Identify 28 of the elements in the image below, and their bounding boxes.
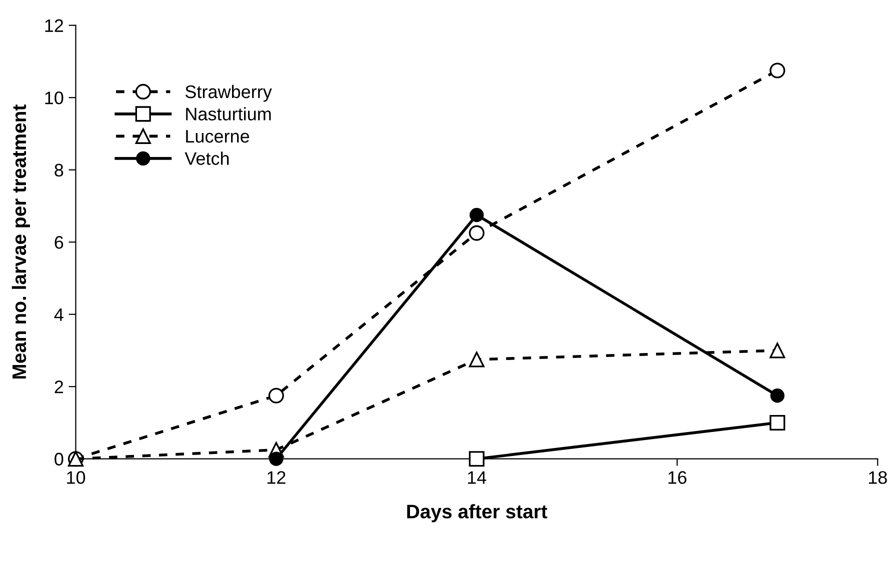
- point: [468, 352, 484, 368]
- point: [770, 62, 786, 78]
- point: [770, 342, 786, 358]
- point: [770, 388, 784, 403]
- y-tick-label: 2: [54, 380, 64, 394]
- legend-label: Lucerne: [186, 130, 250, 143]
- x-axis-title: Days after start: [407, 504, 548, 522]
- x-tick-label: 16: [668, 471, 686, 484]
- x-tick-label: 18: [868, 471, 887, 484]
- point: [770, 414, 786, 430]
- point: [468, 225, 484, 241]
- y-tick-label: 4: [54, 308, 64, 321]
- y-axis-title: Mean no. larvae per treatment: [12, 104, 30, 379]
- y-tick-label: 12: [45, 19, 64, 32]
- x-tick-label: 12: [268, 471, 286, 484]
- x-tick-label: 14: [468, 471, 486, 484]
- y-tick-label: 10: [45, 92, 64, 104]
- y-tick-label: 6: [54, 236, 64, 249]
- legend-label: Strawberry: [185, 84, 272, 102]
- y-tick-label: 8: [54, 164, 64, 177]
- x-tick-label: 10: [67, 471, 86, 484]
- point: [468, 451, 484, 467]
- point: [470, 208, 484, 222]
- y-tick-label: 0: [54, 452, 64, 466]
- legend-label: Nasturtium: [186, 107, 271, 120]
- point: [269, 452, 284, 466]
- point: [268, 388, 284, 404]
- legend-label: Vetch: [184, 152, 229, 165]
